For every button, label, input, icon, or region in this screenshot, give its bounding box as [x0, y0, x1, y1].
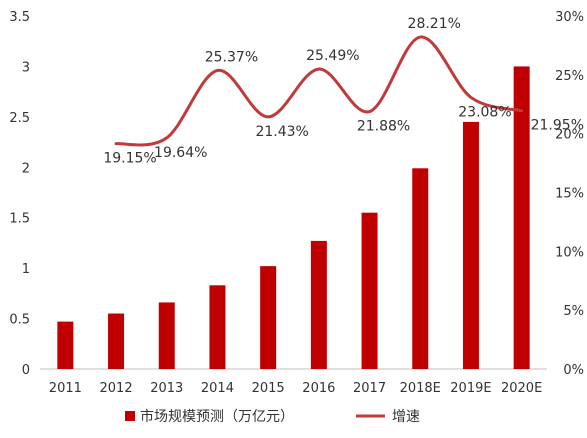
legend-bar-label: 市场规模预测（万亿元）: [140, 408, 294, 425]
line-data-label: 21.43%: [255, 124, 308, 140]
left-tick-label: 0: [22, 363, 30, 378]
x-tick-label: 2020E: [501, 381, 542, 396]
line-data-label: 25.37%: [205, 49, 258, 65]
legend-bar-swatch: [125, 411, 135, 421]
bar: [57, 321, 74, 369]
line-data-labels: 19.15%19.64% 25.37% 21.43% 25.49% 21.88% 28.2…: [103, 16, 584, 167]
line-data-label: 19.64%: [154, 145, 207, 161]
left-tick-label: 3: [22, 60, 30, 75]
legend: 市场规模预测（万亿元） 增速: [125, 408, 420, 425]
right-tick-label: 5%: [563, 304, 584, 319]
right-tick-label: 20%: [555, 128, 584, 143]
x-axis-ticks: 2011 2012 2013 2014 2015 2016 2017 2018E 2019E 20…: [49, 381, 543, 396]
bar: [209, 285, 226, 369]
bar: [158, 302, 175, 369]
bar: [462, 121, 479, 370]
line-data-label: 23.08%: [458, 104, 511, 120]
growth-line: [114, 35, 524, 147]
line-data-label: 21.88%: [357, 119, 410, 135]
x-tick-label: 2013: [150, 381, 183, 396]
line-data-label: 19.15%: [103, 151, 156, 167]
x-tick-label: 2017: [353, 381, 386, 396]
x-tick-label: 2011: [49, 381, 82, 396]
x-tick-label: 2018E: [400, 381, 441, 396]
bar: [513, 66, 530, 369]
bar: [361, 212, 378, 369]
line-data-label: 28.21%: [408, 16, 461, 32]
left-tick-label: 1.5: [9, 212, 30, 227]
left-axis-ticks: 0 0.5 1 1.5 2 2.5 3 3.5: [9, 10, 30, 378]
bar: [412, 168, 429, 369]
x-tick-label: 2014: [201, 381, 234, 396]
right-tick-label: 30%: [555, 10, 584, 25]
left-tick-label: 1: [22, 262, 30, 277]
x-tick-label: 2012: [100, 381, 133, 396]
bar: [310, 240, 327, 369]
bar: [260, 266, 277, 369]
bar-series: [57, 66, 530, 370]
x-tick-label: 2016: [302, 381, 335, 396]
right-tick-label: 0%: [563, 363, 584, 378]
left-tick-label: 2.5: [9, 111, 30, 126]
right-tick-label: 25%: [555, 69, 584, 84]
left-tick-label: 3.5: [9, 10, 30, 25]
right-axis-ticks: 0% 5% 10% 15% 20% 25% 30%: [555, 10, 584, 378]
line-data-label: 25.49%: [306, 48, 359, 64]
left-tick-label: 0.5: [9, 313, 30, 328]
x-tick-label: 2019E: [450, 381, 491, 396]
x-tick-label: 2015: [252, 381, 285, 396]
left-tick-label: 2: [22, 161, 30, 176]
right-tick-label: 10%: [555, 245, 584, 260]
right-tick-label: 15%: [555, 187, 584, 202]
bar: [108, 313, 125, 369]
legend-line-label: 增速: [392, 409, 420, 425]
line-data-label: 21.95%: [531, 118, 584, 134]
